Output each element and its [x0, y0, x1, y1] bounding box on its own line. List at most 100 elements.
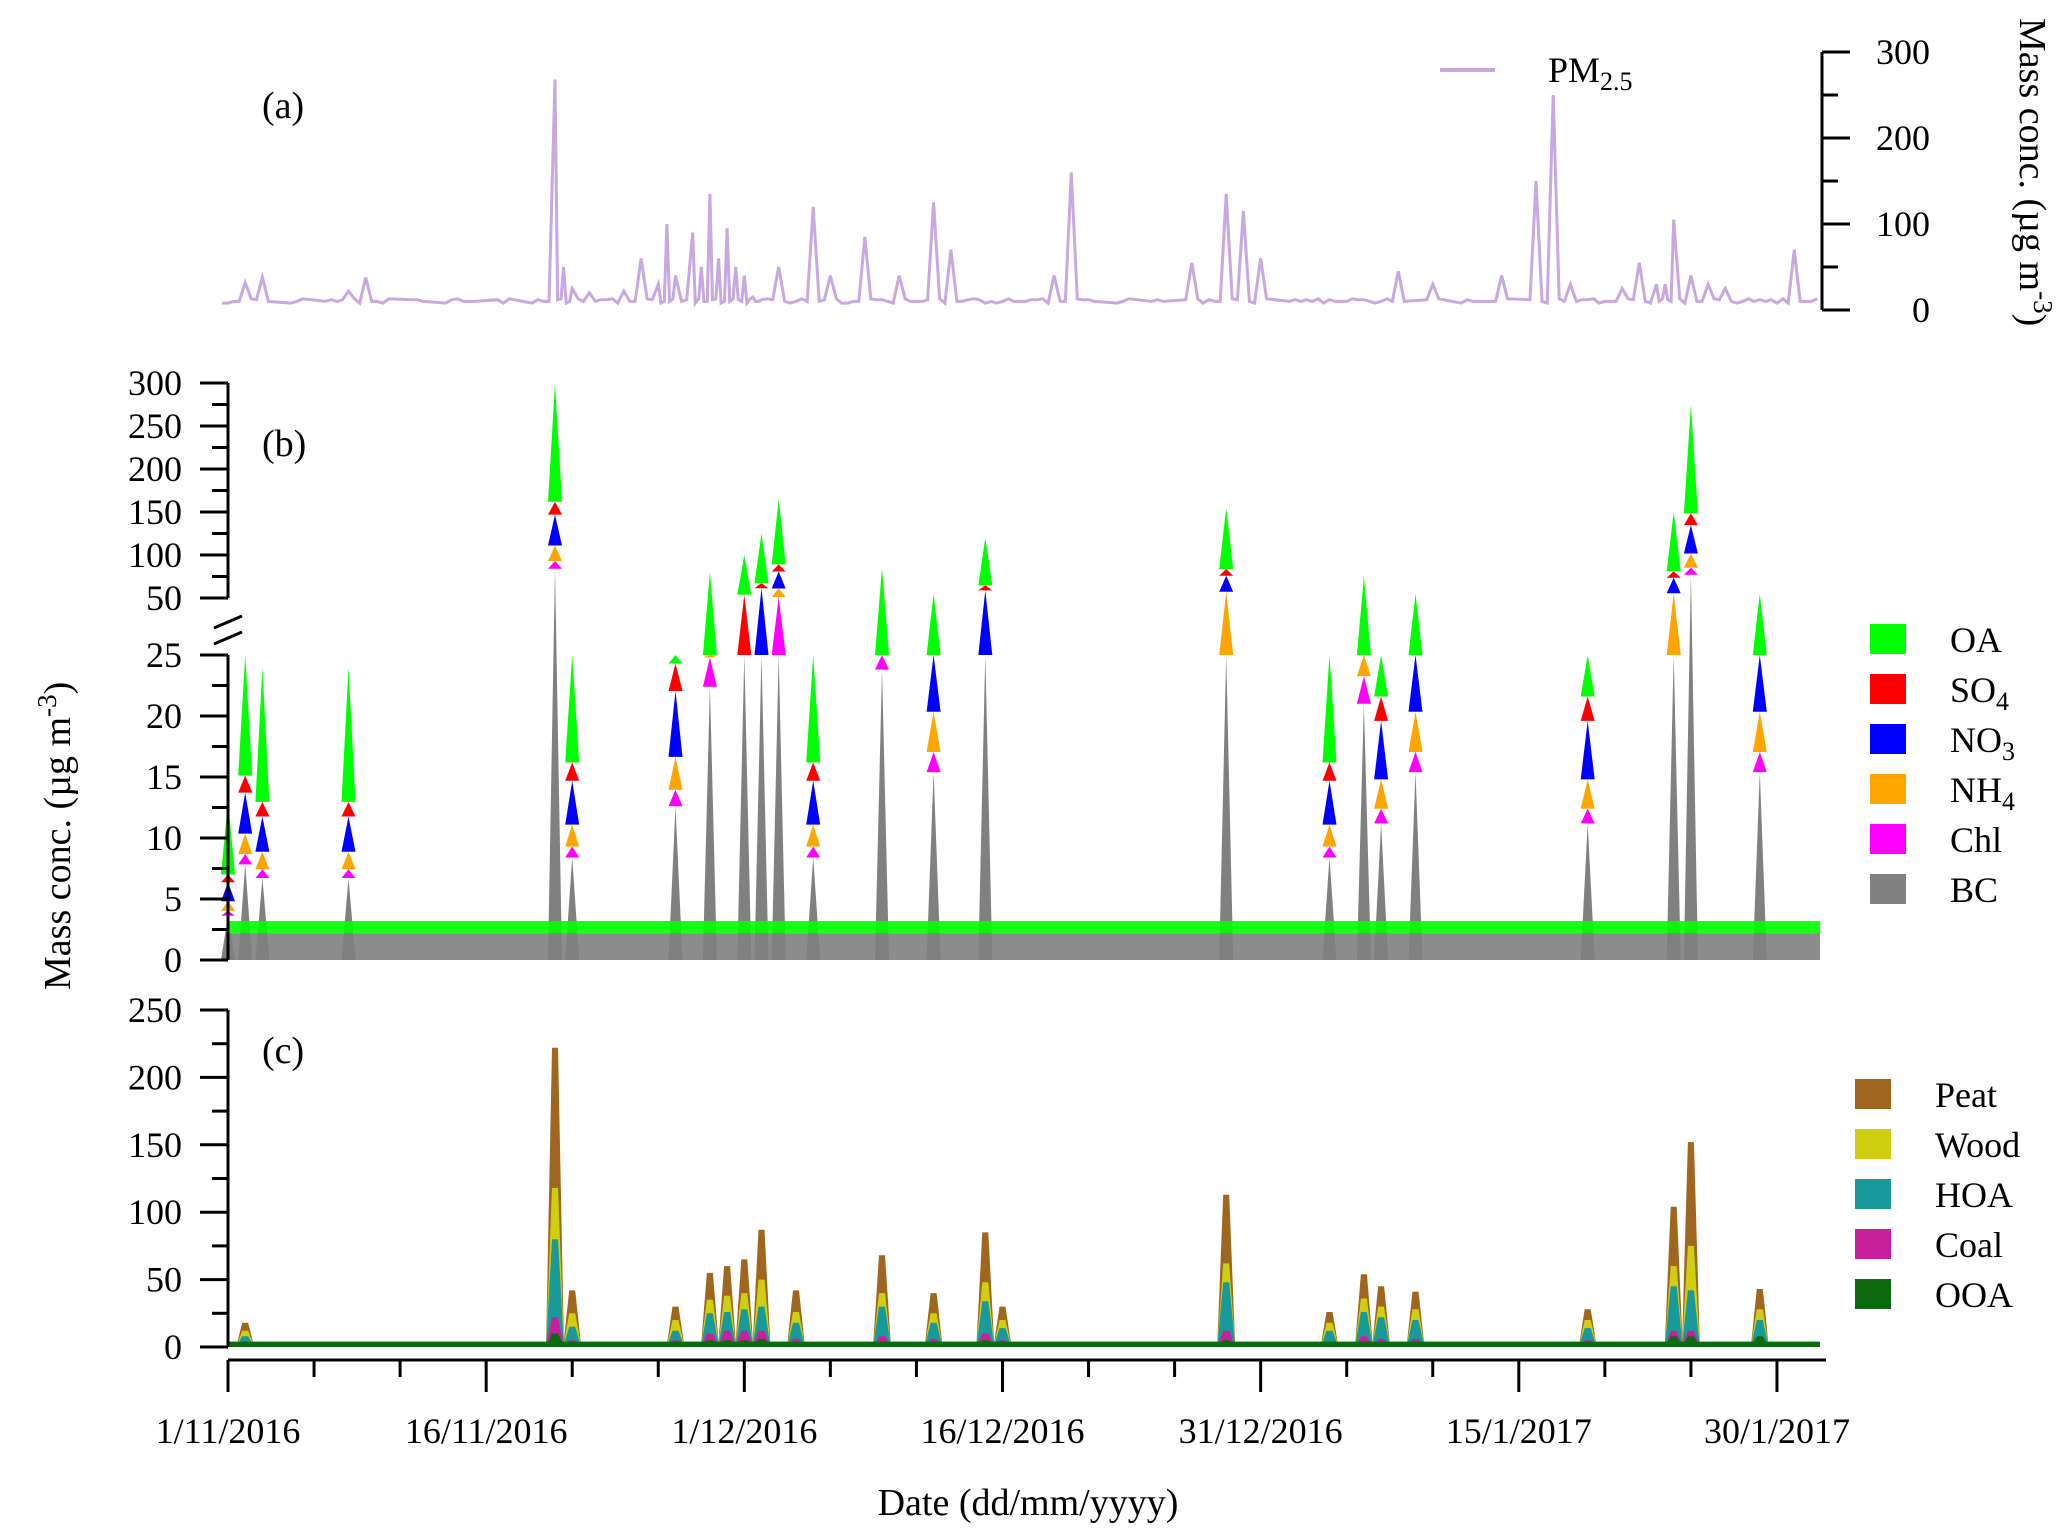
- panel-c-tick-label: 100: [128, 1192, 182, 1232]
- panel-b-so4-peak: [1322, 762, 1337, 781]
- panel-a-tick-label: 0: [1912, 290, 1930, 330]
- panel-b-no3-peak: [978, 590, 993, 655]
- x-tick-label: 1/12/2016: [671, 1411, 817, 1451]
- panel-b-so4-peak: [978, 585, 993, 591]
- panel-c-legend-label: Peat: [1935, 1075, 1997, 1115]
- panel-b-nh4-peak: [771, 588, 786, 597]
- panel-b-so4-peak: [255, 801, 270, 817]
- panel-b-no3-peak: [1219, 575, 1234, 592]
- panel-c-legend-label: HOA: [1935, 1175, 2013, 1215]
- panel-a-y-label: Mass conc. (µg m-3): [2011, 18, 2058, 326]
- panel-b-legend-label: NH4: [1950, 770, 2015, 816]
- panel-b-oa-peak: [1356, 576, 1371, 655]
- panel-b-nh4-peak: [1683, 553, 1698, 568]
- panel-b-nh4-peak: [1219, 591, 1234, 655]
- panel-b-so4-peak: [565, 762, 580, 781]
- panel-b-so4-peak: [1580, 696, 1595, 721]
- panel-b-chl-peak: [565, 846, 580, 858]
- panel-b-so4-peak: [668, 663, 683, 691]
- panel-b-nh4-peak: [668, 756, 683, 790]
- x-tick-label: 31/12/2016: [1179, 1411, 1343, 1451]
- panel-b-chl-peak: [1683, 567, 1698, 575]
- panel-b-chl-peak: [238, 854, 253, 865]
- panel-b-bc-peak: [754, 655, 769, 960]
- panel-c-hoa-peak: [1354, 1312, 1373, 1347]
- axis-break-mark: [213, 614, 243, 630]
- panel-b-chl-peak: [341, 869, 356, 878]
- panel-b-no3-peak: [1408, 655, 1423, 712]
- panel-b-nh4-peak: [548, 545, 562, 561]
- panel-b-oa-peak: [668, 655, 683, 664]
- panel-c-tick-label: 250: [128, 990, 182, 1030]
- panel-b-so4-peak: [771, 564, 786, 572]
- panel-b-tick-label: 5: [164, 879, 182, 919]
- panel-c-tick-label: 200: [128, 1057, 182, 1097]
- panel-b-tick-label: 200: [128, 449, 182, 489]
- panel-b-oa-baseline: [228, 920, 1820, 934]
- panel-b-legend-swatch: [1870, 824, 1906, 854]
- panel-b-nh4-peak: [1666, 593, 1681, 655]
- panel-b-nh4-peak: [565, 824, 580, 847]
- panel-c-legend-swatch: [1855, 1179, 1891, 1209]
- panel-b-oa-peak: [875, 567, 889, 655]
- panel-b-bc-peak: [978, 655, 993, 960]
- pm25-line: [222, 79, 1818, 308]
- panel-a-tick-label: 200: [1876, 118, 1930, 158]
- panel-c-tick-label: 0: [164, 1327, 182, 1367]
- panel-b-tick-label: 100: [128, 535, 182, 575]
- panel-c-legend-swatch: [1855, 1079, 1891, 1109]
- panel-b-chl-peak: [806, 846, 821, 858]
- panel-b-no3-peak: [1683, 525, 1698, 554]
- panel-c-hoa-peak: [1372, 1317, 1391, 1347]
- panel-c-y-axis: 0 50 100 150 200 250: [128, 990, 230, 1367]
- panel-c-legend-swatch: [1855, 1279, 1891, 1309]
- panel-c-hoa-peak: [976, 1301, 995, 1347]
- panel-b-tick-label: 10: [146, 818, 182, 858]
- panel-b-oa-peak: [1219, 507, 1234, 569]
- panel-a-tick-label: 300: [1876, 32, 1930, 72]
- panel-b-legend-label: BC: [1950, 870, 1998, 910]
- panel-b-chl-peak: [668, 789, 683, 807]
- panel-b-no3-peak: [926, 655, 941, 712]
- panel-b-chl-peak: [771, 597, 786, 655]
- panel-b-tick-label: 50: [146, 578, 182, 618]
- panel-b-no3-peak: [1580, 720, 1595, 780]
- panel-b-no3-peak: [1374, 720, 1389, 780]
- panel-b-tick-label: 15: [146, 757, 182, 797]
- panel-b-legend-label: OA: [1950, 620, 2002, 660]
- panel-b-so4-peak: [1219, 569, 1234, 576]
- panel-b-chl-peak: [926, 752, 941, 773]
- panel-b-tick-label: 0: [164, 940, 182, 980]
- panel-b-so4-peak: [806, 762, 821, 781]
- panel-c-legend: Peat Wood HOA Coal OOA: [1855, 1075, 2020, 1315]
- panel-b-legend-label: NO3: [1950, 720, 2015, 766]
- panel-b-nh4-peak: [1580, 779, 1595, 809]
- panel-c-hoa-peak: [1406, 1320, 1425, 1347]
- pm25-series: [222, 79, 1818, 308]
- panel-c-hoa-peak: [1217, 1282, 1236, 1347]
- panel-b-bc-peak: [926, 772, 941, 960]
- panel-b-so4-peak: [1666, 571, 1681, 578]
- panel-b-no3-peak: [1322, 780, 1337, 825]
- panel-b-bc-peak: [737, 655, 752, 960]
- panel-b-oa-peak: [548, 383, 562, 502]
- panel-b-oa-peak: [771, 499, 786, 565]
- panel-b-legend-swatch: [1870, 874, 1906, 904]
- panel-b-legend-swatch: [1870, 774, 1906, 804]
- panel-b-nh4-peak: [1752, 711, 1767, 752]
- panel-b-no3-peak: [771, 571, 786, 589]
- panel-b-nh4-peak: [702, 655, 717, 658]
- panel-c-tick-label: 50: [146, 1260, 182, 1300]
- panel-b-no3-peak: [1666, 577, 1681, 594]
- panel-b-bc-peak: [702, 686, 717, 960]
- panel-c-legend-label: Coal: [1935, 1225, 2003, 1265]
- panel-b-so4-peak: [548, 501, 562, 515]
- panel-b-no3-peak: [754, 588, 769, 655]
- panel-c-hoa-peak: [873, 1306, 891, 1347]
- panel-b-oa-peak: [806, 655, 821, 763]
- panel-c-hoa-peak: [1664, 1286, 1683, 1347]
- panel-b-oa-peak: [255, 667, 270, 802]
